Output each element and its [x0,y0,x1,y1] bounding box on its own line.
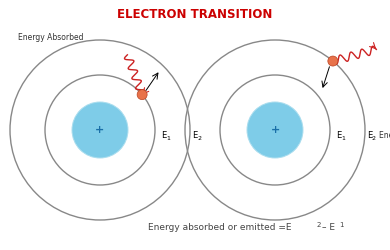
Text: +: + [270,125,280,135]
Text: – E: – E [322,224,335,232]
Text: E: E [367,130,372,140]
Circle shape [137,90,147,100]
Text: 1: 1 [166,136,170,140]
Text: E: E [336,130,341,140]
Text: Energy Emitted: Energy Emitted [379,130,390,140]
Text: ELECTRON TRANSITION: ELECTRON TRANSITION [117,8,273,20]
Text: 2: 2 [316,222,321,228]
Text: Energy absorbed or emitted =E: Energy absorbed or emitted =E [148,224,292,232]
Text: 1: 1 [339,222,344,228]
Text: +: + [96,125,105,135]
Text: 1: 1 [341,136,345,140]
Circle shape [328,56,338,66]
Text: E: E [161,130,166,140]
Text: 2: 2 [197,136,201,140]
Circle shape [247,102,303,158]
Text: 2: 2 [372,136,376,140]
Text: Energy Absorbed: Energy Absorbed [18,33,83,42]
Circle shape [72,102,128,158]
Text: E: E [192,130,197,140]
